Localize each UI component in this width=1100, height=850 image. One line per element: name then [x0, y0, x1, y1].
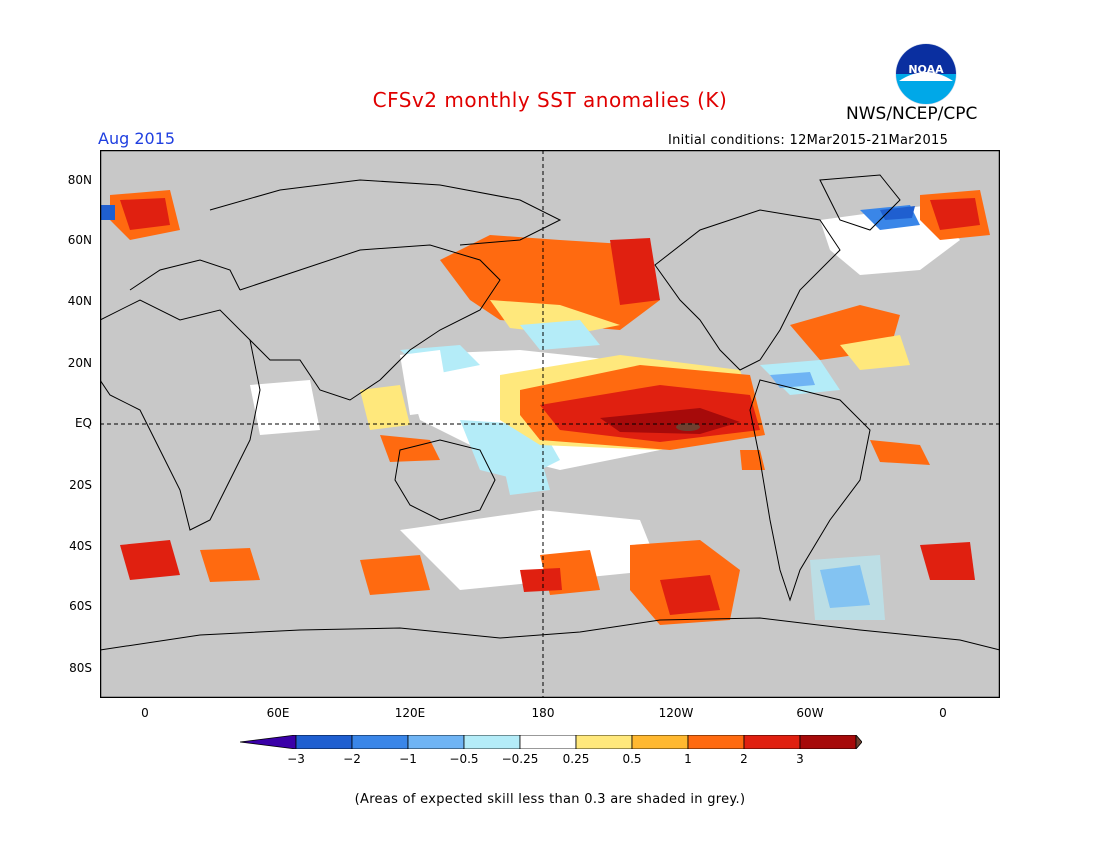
patch-brown [676, 423, 700, 431]
colorbar-swatch [631, 735, 689, 749]
colorbar-swatch [575, 735, 633, 749]
longitude-label: 60E [266, 706, 290, 720]
patch-red [920, 542, 975, 580]
colorbar-swatch [351, 735, 409, 749]
noaa-logo: NOAA [895, 43, 957, 105]
colorbar [240, 735, 862, 749]
latitude-label: 20N [67, 356, 92, 370]
patch-lightblue [520, 320, 600, 350]
longitude-label: 0 [141, 706, 149, 720]
patch-yellow [840, 335, 910, 370]
sst-anomaly-map [100, 150, 1000, 698]
colorbar-swatch [687, 735, 745, 749]
latitude-label: 40S [69, 539, 92, 553]
latitude-label: 80S [69, 661, 92, 675]
patch-red [120, 540, 180, 580]
colorbar-label: −1 [399, 752, 417, 766]
patch-red [610, 238, 660, 305]
initial-conditions: Initial conditions: 12Mar2015-21Mar2015 [668, 133, 949, 148]
patch-white [400, 350, 450, 415]
patch-darkred [600, 408, 740, 434]
patch-lightblue [500, 450, 550, 495]
map-title: CFSv2 monthly SST anomalies (K) [372, 88, 728, 112]
longitude-label: 180 [531, 706, 555, 720]
map-frame [100, 150, 1000, 698]
footnote: (Areas of expected skill less than 0.3 a… [354, 792, 746, 807]
longitude-label: 60W [796, 706, 824, 720]
colorbar-label: −2 [343, 752, 361, 766]
noaa-logo-text: NOAA [908, 63, 944, 76]
colorbar-label: −0.25 [501, 752, 539, 766]
latitude-label: 80N [67, 173, 92, 187]
patch-lightblue [810, 555, 885, 620]
colorbar-swatch [240, 735, 297, 749]
patch-blue [770, 372, 815, 388]
patch-red [930, 198, 980, 230]
latitude-label: 40N [67, 294, 92, 308]
patch-orange [360, 555, 430, 595]
patch-white [250, 380, 320, 435]
organization-label: NWS/NCEP/CPC [846, 104, 978, 124]
patch-red [660, 575, 720, 615]
colorbar-label: −3 [287, 752, 305, 766]
colorbar-label: −0.5 [449, 752, 479, 766]
longitude-label: 120E [394, 706, 426, 720]
patch-orange [380, 435, 440, 462]
colorbar-label: 3 [796, 752, 804, 766]
colorbar-label: 1 [684, 752, 692, 766]
colorbar-swatch [407, 735, 465, 749]
latitude-label: EQ [74, 416, 92, 430]
patch-darkblue [880, 206, 915, 220]
patch-orange [200, 548, 260, 582]
colorbar-swatch [295, 735, 353, 749]
longitude-label: 120W [658, 706, 694, 720]
patch-orange [870, 440, 930, 465]
colorbar-label: 0.5 [622, 752, 642, 766]
colorbar-swatch [743, 735, 801, 749]
coastlines [100, 174, 1000, 651]
colorbar-swatch [855, 735, 862, 749]
colorbar-label: 2 [740, 752, 748, 766]
latitude-label: 60S [69, 599, 92, 613]
latitude-label: 20S [69, 478, 92, 492]
patch-yellow [360, 385, 410, 430]
colorbar-swatch [519, 735, 577, 749]
patch-darkblue [100, 205, 115, 220]
valid-month: Aug 2015 [98, 129, 176, 148]
longitude-label: 0 [939, 706, 947, 720]
anomaly-patches [100, 190, 990, 625]
colorbar-swatch [799, 735, 857, 749]
latitude-label: 60N [67, 233, 92, 247]
colorbar-swatch [463, 735, 521, 749]
patch-red [520, 568, 562, 592]
patch-red [120, 198, 170, 230]
colorbar-label: 0.25 [562, 752, 590, 766]
